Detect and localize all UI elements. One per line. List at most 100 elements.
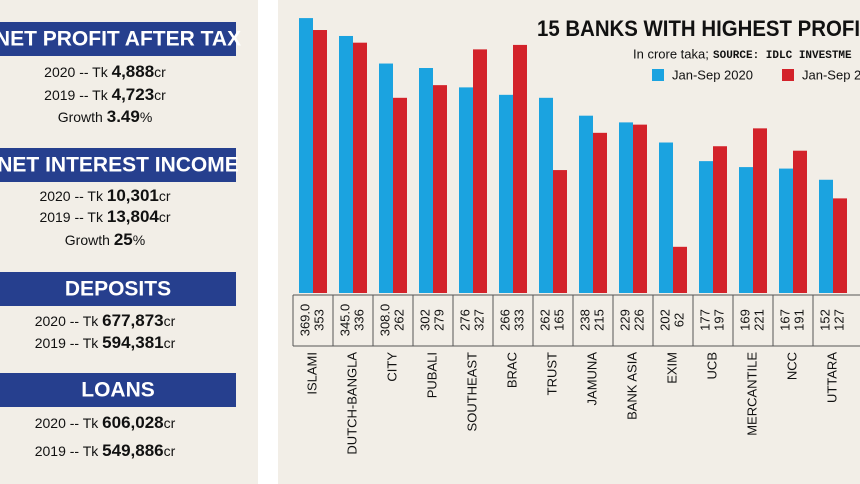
stat-row: 2019 -- Tk 549,886cr xyxy=(35,441,176,460)
legend-label: Jan-Sep 2 xyxy=(802,67,860,82)
stat-unit: cr xyxy=(164,313,176,329)
bar xyxy=(673,246,687,293)
bar xyxy=(793,150,807,293)
legend-swatch xyxy=(652,69,664,81)
bar xyxy=(779,168,793,293)
bar xyxy=(313,30,327,293)
bar xyxy=(753,128,767,293)
stat-value: 594,381 xyxy=(102,333,163,352)
stat-value: 25 xyxy=(114,230,133,249)
legend-label: Jan-Sep 2020 xyxy=(672,67,753,82)
stat-label: 2020 -- Tk xyxy=(44,64,111,80)
section-header xyxy=(0,373,236,407)
bar xyxy=(619,122,633,294)
category-label: BRAC xyxy=(504,352,519,388)
category-label: DUTCH-BANGLA xyxy=(344,352,359,455)
value-label: 62 xyxy=(671,313,686,327)
category-label: PUBALI xyxy=(424,352,439,398)
category-label: BANK ASIA xyxy=(624,352,639,420)
section-title: LOANS xyxy=(81,379,155,402)
value-label: 221 xyxy=(751,309,766,331)
stat-row: 2020 -- Tk 4,888cr xyxy=(44,62,166,81)
value-label: 266 xyxy=(497,309,512,331)
stat-unit: cr xyxy=(164,415,176,431)
section-header xyxy=(0,272,236,306)
value-label: 226 xyxy=(631,309,646,331)
bar xyxy=(699,161,713,293)
stat-label: 2019 -- Tk xyxy=(44,87,111,103)
value-label: 177 xyxy=(697,309,712,331)
category-label: SOUTHEAST xyxy=(464,352,479,432)
stat-row: Growth 3.49% xyxy=(58,107,153,126)
stat-value: 677,873 xyxy=(102,311,163,330)
value-label: 345.0 xyxy=(337,304,352,337)
stat-unit: cr xyxy=(154,87,166,103)
bar xyxy=(739,167,753,293)
stat-label: 2019 -- Tk xyxy=(39,209,106,225)
stat-row: 2019 -- Tk 4,723cr xyxy=(44,85,166,104)
stat-unit: % xyxy=(133,232,145,248)
section-title: NET PROFIT AFTER TAX xyxy=(0,28,241,51)
category-label: TRUST xyxy=(544,352,559,395)
bar xyxy=(579,115,593,293)
stat-row: 2020 -- Tk 606,028cr xyxy=(35,413,176,432)
stat-row: 2019 -- Tk 13,804cr xyxy=(39,207,170,226)
stat-label: 2019 -- Tk xyxy=(35,443,102,459)
section-header xyxy=(0,148,236,182)
stat-value: 4,723 xyxy=(112,85,155,104)
value-label: 152 xyxy=(817,309,832,331)
chart-subtitle: In crore taka; xyxy=(633,46,709,61)
value-label: 302 xyxy=(417,309,432,331)
value-label: 191 xyxy=(791,309,806,331)
stat-label: 2020 -- Tk xyxy=(35,313,102,329)
stat-unit: cr xyxy=(154,64,166,80)
stat-row: 2019 -- Tk 594,381cr xyxy=(35,333,176,352)
bar xyxy=(473,49,487,294)
category-label: MERCANTILE xyxy=(744,352,759,436)
bar xyxy=(833,198,847,293)
category-label: ISLAMI xyxy=(304,352,319,395)
bar xyxy=(593,132,607,293)
stat-value: 10,301 xyxy=(107,186,159,205)
stat-label: Growth xyxy=(58,109,107,125)
value-label: 327 xyxy=(471,309,486,331)
stat-value: 4,888 xyxy=(112,62,155,81)
value-label: 279 xyxy=(431,309,446,331)
section-title: DEPOSITS xyxy=(65,278,171,301)
bar xyxy=(819,179,833,293)
value-label: 353 xyxy=(311,309,326,331)
section-header xyxy=(0,22,236,56)
bar xyxy=(459,87,473,293)
bar xyxy=(713,146,727,293)
bar xyxy=(393,97,407,293)
stat-label: Growth xyxy=(65,232,114,248)
bar xyxy=(499,94,513,293)
value-label: 276 xyxy=(457,309,472,331)
bar xyxy=(659,142,673,293)
category-label: UCB xyxy=(704,352,719,379)
category-label: EXIM xyxy=(664,352,679,384)
category-label: JAMUNA xyxy=(584,352,599,406)
value-label: 127 xyxy=(831,309,846,331)
stat-row: Growth 25% xyxy=(65,230,145,249)
stat-unit: cr xyxy=(164,335,176,351)
bar xyxy=(633,124,647,293)
stat-label: 2020 -- Tk xyxy=(39,188,106,204)
stat-row: 2020 -- Tk 677,873cr xyxy=(35,311,176,330)
value-label: 165 xyxy=(551,309,566,331)
category-label: NCC xyxy=(784,352,799,380)
stat-unit: cr xyxy=(159,188,171,204)
bar xyxy=(419,68,433,293)
value-label: 197 xyxy=(711,309,726,331)
category-label: CITY xyxy=(384,352,399,382)
value-label: 229 xyxy=(617,309,632,331)
stat-value: 549,886 xyxy=(102,441,163,460)
value-label: 167 xyxy=(777,309,792,331)
legend-swatch xyxy=(782,69,794,81)
value-label: 333 xyxy=(511,309,526,331)
bar xyxy=(299,18,313,293)
bar xyxy=(339,35,353,293)
stat-value: 13,804 xyxy=(107,207,160,226)
bar xyxy=(353,42,367,294)
value-label: 308.0 xyxy=(377,304,392,337)
